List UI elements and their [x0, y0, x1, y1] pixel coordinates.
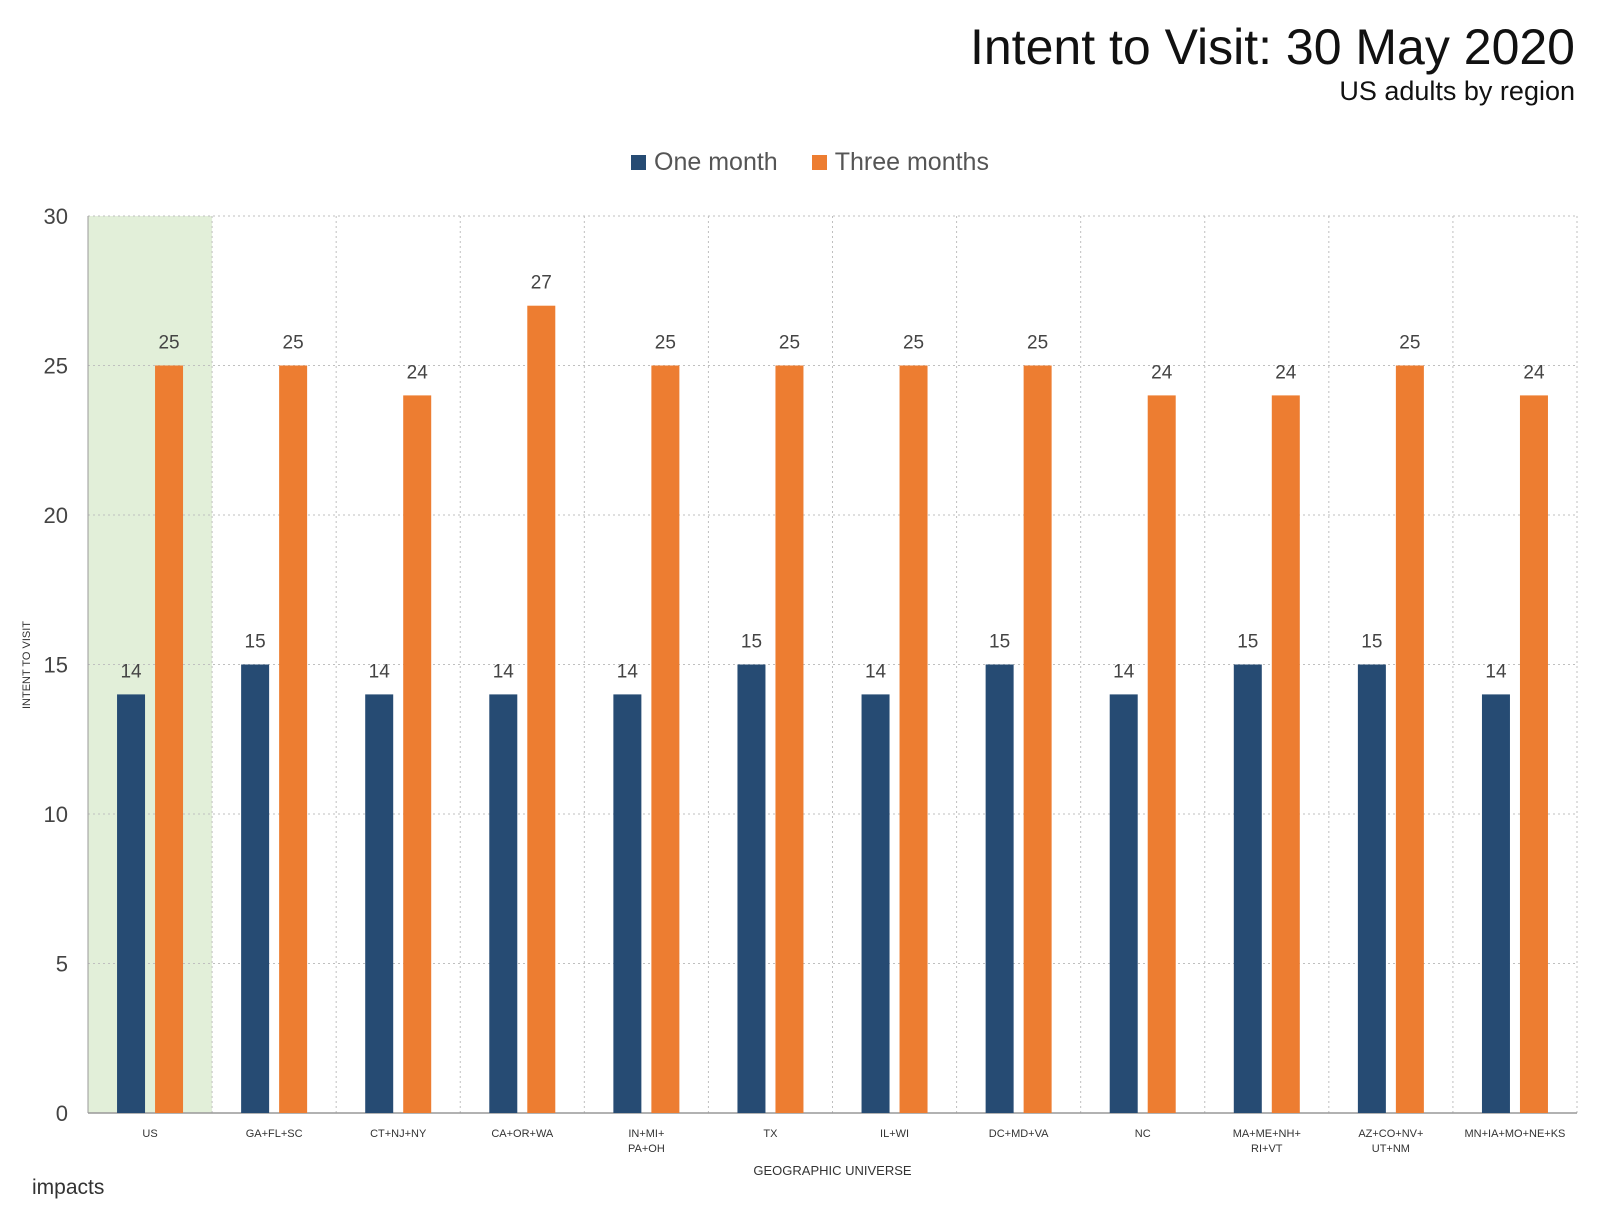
y-tick-label: 15: [44, 653, 68, 678]
data-label: 14: [865, 661, 887, 682]
x-tick-label: PA+OH: [628, 1143, 665, 1155]
chart-title: Intent to Visit: 30 May 2020: [969, 19, 1575, 75]
data-label: 15: [989, 632, 1010, 653]
y-axis-title: INTENT TO VISIT: [21, 621, 33, 709]
bar-three-months: [775, 365, 804, 1113]
bar-one-month: [737, 664, 766, 1113]
bar-one-month: [365, 694, 394, 1113]
y-tick-label: 0: [56, 1101, 68, 1126]
x-tick-label: NC: [1135, 1128, 1151, 1140]
legend-label-one-month: One month: [654, 148, 778, 176]
legend-swatch-one-month: [631, 155, 647, 170]
bar-three-months: [1395, 365, 1424, 1113]
bar-three-months: [527, 305, 556, 1113]
bar-one-month: [1357, 664, 1386, 1113]
bar-one-month: [613, 694, 642, 1113]
x-tick-label: RI+VT: [1251, 1143, 1283, 1155]
x-tick-label: IN+MI+: [628, 1128, 664, 1140]
bar-three-months: [1023, 365, 1052, 1113]
data-label: 25: [655, 333, 676, 354]
data-label: 15: [245, 632, 266, 653]
data-label: 14: [493, 661, 515, 682]
data-label: 25: [779, 333, 800, 354]
impacts-logo: impacts: [32, 1176, 104, 1200]
bar-one-month: [1233, 664, 1262, 1113]
data-label: 25: [283, 333, 304, 354]
chart-subtitle: US adults by region: [1339, 76, 1575, 106]
x-tick-label: GA+FL+SC: [246, 1128, 303, 1140]
legend: One month Three months: [0, 148, 1620, 177]
data-label: 15: [1361, 632, 1382, 653]
bar-three-months: [1519, 395, 1548, 1113]
data-label: 24: [1275, 362, 1297, 383]
data-label: 24: [1151, 362, 1173, 383]
legend-swatch-three-months: [811, 155, 827, 170]
bar-three-months: [403, 395, 432, 1113]
x-tick-label: TX: [763, 1128, 778, 1140]
data-label: 24: [407, 362, 429, 383]
x-tick-label: MA+ME+NH+: [1233, 1128, 1301, 1140]
x-tick-label: CT+NJ+NY: [370, 1128, 427, 1140]
data-label: 15: [1237, 632, 1258, 653]
x-tick-label: DC+MD+VA: [989, 1128, 1049, 1140]
bar-three-months: [1147, 395, 1176, 1113]
y-tick-label: 20: [44, 503, 68, 528]
data-label: 14: [369, 661, 391, 682]
y-tick-label: 10: [44, 802, 68, 827]
bar-one-month: [489, 694, 518, 1113]
bar-one-month: [985, 664, 1014, 1113]
bar-three-months: [155, 365, 184, 1113]
data-label: 25: [1399, 333, 1420, 354]
x-tick-label: US: [142, 1128, 157, 1140]
y-tick-label: 25: [44, 354, 68, 379]
x-axis-title: GEOGRAPHIC UNIVERSE: [753, 1163, 912, 1178]
bar-three-months: [899, 365, 928, 1113]
data-label: 24: [1523, 362, 1545, 383]
x-tick-label: AZ+CO+NV+: [1358, 1128, 1423, 1140]
logo-text: impacts: [32, 1176, 105, 1199]
x-tick-label: CA+OR+WA: [491, 1128, 554, 1140]
x-tick-label: UT+NM: [1372, 1143, 1410, 1155]
bar-one-month: [1109, 694, 1138, 1113]
data-label: 14: [1113, 661, 1135, 682]
bar-one-month: [861, 694, 890, 1113]
data-label: 25: [1027, 333, 1048, 354]
data-label: 14: [617, 661, 639, 682]
bar-three-months: [279, 365, 308, 1113]
x-tick-label: MN+IA+MO+NE+KS: [1465, 1128, 1566, 1140]
bar-three-months: [651, 365, 680, 1113]
data-label: 25: [903, 333, 924, 354]
data-label: 14: [1485, 661, 1507, 682]
legend-label-three-months: Three months: [834, 148, 989, 176]
data-label: 27: [531, 273, 552, 294]
data-label: 25: [158, 333, 179, 354]
x-tick-label: IL+WI: [880, 1128, 909, 1140]
bar-three-months: [1271, 395, 1300, 1113]
bar-one-month: [1481, 694, 1510, 1113]
bar-one-month: [117, 694, 146, 1113]
y-tick-label: 5: [56, 952, 68, 977]
data-label: 14: [120, 661, 142, 682]
legend-item-one-month: One month: [631, 148, 778, 177]
data-label: 15: [741, 632, 762, 653]
legend-item-three-months: Three months: [811, 148, 989, 177]
y-tick-label: 30: [44, 204, 68, 229]
bar-one-month: [241, 664, 270, 1113]
